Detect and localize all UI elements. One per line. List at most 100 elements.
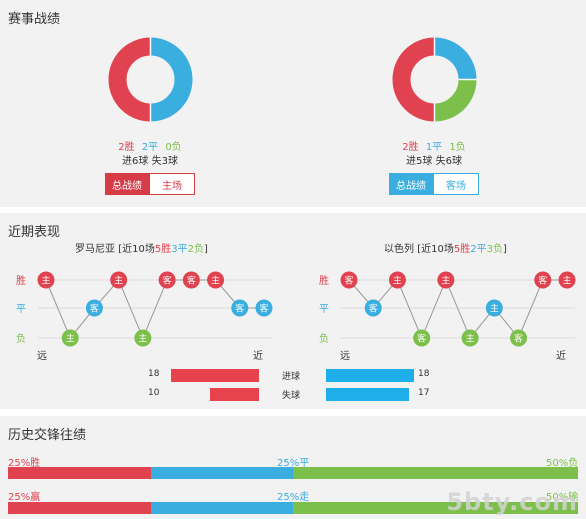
home-form-point-label: 客 (163, 275, 172, 287)
away-form-point[interactable] (413, 329, 431, 347)
match-record-section: 赛事战绩 2胜 2平 0负 进6球 失3球 总战绩 主场 2胜 1平 1负 进5… (0, 0, 586, 207)
away-tab-away[interactable]: 客场 (433, 173, 479, 195)
away-form-point[interactable] (461, 329, 479, 347)
home-form-point-label: 主 (114, 275, 123, 287)
away-form-row-label: 负 (319, 332, 329, 345)
home-form-point-label: 客 (259, 303, 268, 315)
away-goals-for: 进5球 (406, 156, 433, 167)
home-form-point[interactable] (61, 329, 79, 347)
away-form-point-label: 主 (466, 333, 475, 345)
home-form-wins: 5胜 (154, 244, 172, 255)
away-tab-overall[interactable]: 总战绩 (389, 173, 433, 195)
home-win-count: 2胜 (118, 142, 135, 153)
hrow2-win-segment (8, 502, 151, 514)
home-form-point-label: 主 (211, 275, 220, 287)
away-win-count: 2胜 (402, 142, 419, 153)
away-loss-count: 1负 (449, 142, 466, 153)
away-form-row-label: 胜 (319, 275, 329, 287)
away-record-summary: 2胜 1平 1负 进5球 失6球 (374, 141, 494, 169)
home-form-point[interactable] (134, 329, 152, 347)
h2h-handicap-win-pct: 25%赢 (8, 492, 41, 503)
away-form-point-label: 客 (538, 275, 547, 287)
home-form-point[interactable] (85, 299, 103, 317)
home-form-losses: 2负 (187, 244, 204, 255)
away-form-point-label: 客 (369, 303, 378, 315)
home-form-point[interactable] (255, 299, 273, 317)
away-goals-for-value: 18 (418, 369, 430, 379)
home-form-point-label: 客 (90, 303, 99, 315)
home-form-point-label: 主 (41, 275, 50, 287)
home-record-tabs: 总战绩 主场 (105, 173, 195, 195)
away-form-point[interactable] (558, 271, 576, 289)
home-goals-for-value: 18 (148, 369, 160, 379)
home-tab-home[interactable]: 主场 (149, 173, 195, 195)
hrow1-win-segment (8, 467, 151, 479)
home-form-row-label: 平 (16, 304, 26, 315)
home-form-point-label: 主 (66, 333, 75, 345)
head-to-head-section: 历史交锋往绩 25%胜 25%平 50%负 25%赢 25%走 50%输 (0, 416, 586, 519)
recent-form-section: 近期表现 罗马尼亚 [近10场5胜3平2负] 以色列 [近10场5胜2平3负] … (0, 213, 586, 409)
home-form-row-label: 负 (16, 332, 26, 345)
away-form-point-label: 主 (490, 303, 499, 315)
home-form-point-label: 主 (138, 333, 147, 345)
home-form-draws: 3平 (171, 244, 188, 255)
watermark-logo: 5bty.com (446, 488, 578, 516)
home-form-point[interactable] (158, 271, 176, 289)
away-form-header: 以色列 [近10场5胜2平3负] (384, 240, 507, 255)
away-form-point[interactable] (534, 271, 552, 289)
away-form-point[interactable] (340, 271, 358, 289)
away-form-point-label: 主 (562, 275, 571, 287)
home-draw-count: 2平 (141, 142, 159, 153)
away-form-draws: 2平 (470, 244, 487, 255)
home-form-point[interactable] (110, 271, 128, 289)
away-form-point-label: 客 (417, 333, 426, 345)
head-to-head-title: 历史交锋往绩 (8, 428, 87, 443)
away-record-donut (392, 37, 477, 122)
away-form-point-label: 客 (344, 275, 353, 287)
home-record-donut (108, 37, 193, 122)
away-form-point[interactable] (388, 271, 406, 289)
goals-for-label: 进球 (282, 372, 301, 382)
home-form-header: 罗马尼亚 [近10场5胜3平2负] (75, 240, 208, 255)
h2h-draw-pct: 25%平 (277, 458, 310, 469)
away-form-point[interactable] (364, 299, 382, 317)
away-form-point[interactable] (485, 299, 503, 317)
home-goals-for: 进6球 (122, 156, 149, 167)
home-goals-against-value: 10 (148, 388, 160, 398)
home-record-summary: 2胜 2平 0负 进6球 失3球 (90, 141, 210, 169)
h2h-win-pct: 25%胜 (8, 458, 41, 469)
away-goals-against: 失6球 (435, 156, 462, 167)
home-form-point[interactable] (231, 299, 249, 317)
away-team-name: 以色列 (384, 244, 414, 255)
away-form-line (348, 278, 567, 340)
away-form-point[interactable] (437, 271, 455, 289)
home-form-far-label: 远 (37, 350, 47, 362)
home-form-point-label: 客 (187, 275, 196, 287)
h2h-handicap-push-pct: 25%走 (277, 492, 310, 503)
hrow2-draw-segment (150, 502, 293, 514)
goals-against-label: 失球 (282, 391, 301, 401)
away-goals-against-bar (326, 388, 410, 401)
match-record-title: 赛事战绩 (8, 12, 61, 27)
home-form-point[interactable] (207, 271, 225, 289)
home-form-prefix: [近10场 (118, 244, 155, 255)
home-loss-count: 0负 (165, 142, 182, 153)
away-goals-for-bar (326, 369, 414, 382)
hrow1-loss-segment (293, 467, 578, 479)
home-form-point[interactable] (37, 271, 55, 289)
hrow2-loss-segment (293, 502, 578, 514)
away-form-suffix: ] (502, 244, 507, 255)
away-form-point[interactable] (510, 329, 528, 347)
h2h-loss-pct: 50%负 (546, 458, 579, 469)
home-goals-against: 失3球 (151, 156, 178, 167)
home-goals-against-bar (210, 388, 259, 401)
away-form-prefix: [近10场 (417, 244, 454, 255)
away-form-losses: 3负 (486, 244, 503, 255)
home-tab-overall[interactable]: 总战绩 (105, 173, 149, 195)
home-form-suffix: ] (203, 244, 208, 255)
away-record-tabs: 总战绩 客场 (389, 173, 479, 195)
home-team-name: 罗马尼亚 (75, 244, 115, 255)
away-goals-against-value: 17 (418, 388, 430, 398)
home-form-point[interactable] (182, 271, 200, 289)
recent-form-title: 近期表现 (8, 225, 61, 240)
